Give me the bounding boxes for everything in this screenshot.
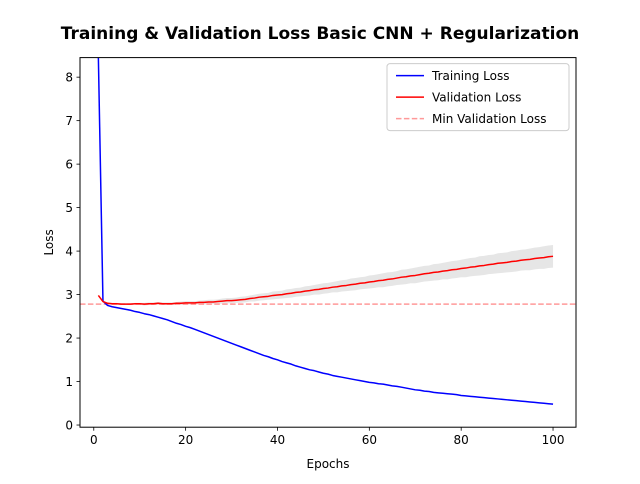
y-tick-label: 0 xyxy=(65,418,73,432)
legend-item-min-validation-loss: Min Validation Loss xyxy=(396,112,547,126)
x-axis-label: Epochs xyxy=(307,457,350,471)
validation-loss-band xyxy=(98,245,554,306)
y-tick-label: 7 xyxy=(65,114,73,128)
x-tick-label: 20 xyxy=(178,433,193,447)
validation-loss-line xyxy=(97,255,554,305)
training-loss-line xyxy=(97,57,554,405)
legend-label: Training Loss xyxy=(431,69,509,83)
plot-marks xyxy=(80,57,576,405)
y-tick-label: 1 xyxy=(65,375,73,389)
x-axis: 0 20 40 60 80 100 xyxy=(90,427,565,447)
y-tick-label: 4 xyxy=(65,244,73,258)
x-tick-label: 100 xyxy=(542,433,565,447)
x-tick-label: 0 xyxy=(90,433,98,447)
y-axis: 0 1 2 3 4 5 6 7 8 xyxy=(65,70,80,432)
legend-box xyxy=(386,63,570,132)
legend: Training Loss Validation Loss Min Validati… xyxy=(386,63,570,132)
legend-item-training-loss: Training Loss xyxy=(396,69,509,83)
x-tick-label: 40 xyxy=(270,433,285,447)
legend-label: Min Validation Loss xyxy=(432,112,547,126)
y-tick-label: 6 xyxy=(65,157,73,171)
y-tick-label: 2 xyxy=(65,331,73,345)
y-axis-label: Loss xyxy=(42,229,56,255)
axes-frame xyxy=(79,57,577,428)
y-tick-label: 3 xyxy=(65,288,73,302)
x-tick-label: 80 xyxy=(454,433,469,447)
plot-area xyxy=(80,57,576,405)
legend-label: Validation Loss xyxy=(432,90,521,104)
legend-item-validation-loss: Validation Loss xyxy=(396,90,521,104)
x-tick-label: 60 xyxy=(362,433,377,447)
chart-title: Training & Validation Loss Basic CNN + R… xyxy=(61,24,579,44)
y-tick-label: 5 xyxy=(65,201,73,215)
y-tick-label: 8 xyxy=(65,70,73,84)
